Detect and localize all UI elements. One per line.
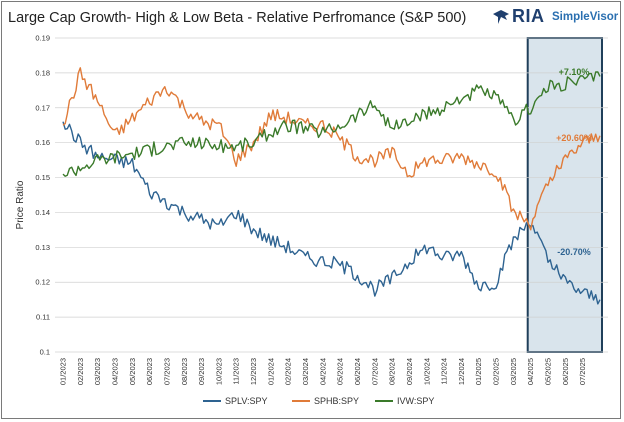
x-tick-label: 04/2025 [526, 358, 535, 385]
x-tick-label: 11/2024 [440, 358, 449, 385]
highlight-region [526, 37, 603, 353]
chart-title: Large Cap Growth- High & Low Beta - Rela… [8, 10, 467, 26]
y-tick-label: 0.17 [35, 103, 50, 112]
y-tick-label: 0.19 [35, 34, 50, 43]
y-axis-label: Price Ratio [15, 180, 26, 229]
legend-label: IVW:SPY [397, 396, 434, 406]
x-tick-label: 07/2025 [578, 358, 587, 385]
x-tick-label: 11/2023 [232, 358, 241, 385]
x-tick-label: 12/2023 [249, 358, 258, 385]
annotation-label: +20.60% [556, 133, 592, 143]
series-line-sphb-spy [62, 67, 601, 231]
x-tick-label: 03/2024 [301, 358, 310, 385]
legend-label: SPHB:SPY [314, 396, 359, 406]
x-tick-label: 01/2023 [59, 358, 68, 385]
x-tick-label: 06/2025 [561, 358, 570, 385]
y-tick-label: 0.15 [35, 173, 50, 182]
annotation-label: +7.10% [559, 67, 590, 77]
logo-product: SimpleVisor [552, 11, 619, 23]
y-tick-label: 0.16 [35, 138, 50, 147]
logo: RIA SimpleVisor [492, 6, 619, 29]
series-line-ivw-spy [62, 71, 601, 177]
series-line-splv-spy [62, 121, 601, 305]
x-tick-label: 01/2025 [474, 358, 483, 385]
x-tick-label: 02/2023 [76, 358, 85, 385]
x-tick-label: 08/2024 [388, 358, 397, 385]
x-tick-label: 05/2024 [336, 358, 345, 385]
y-tick-label: 0.1 [40, 348, 50, 357]
y-tick-label: 0.13 [35, 243, 50, 252]
y-tick-label: 0.14 [35, 208, 50, 217]
x-tick-label: 06/2023 [145, 358, 154, 385]
x-tick-label: 09/2024 [405, 358, 414, 385]
x-tick-label: 01/2024 [266, 358, 275, 385]
x-tick-label: 07/2024 [370, 358, 379, 385]
x-tick-label: 05/2023 [128, 358, 137, 385]
y-tick-label: 0.18 [35, 68, 50, 77]
x-tick-label: 07/2023 [162, 358, 171, 385]
annotation-label: -20.70% [557, 247, 591, 257]
y-tick-label: 0.11 [36, 313, 50, 322]
logo-brand: RIA [512, 6, 545, 26]
x-tick-label: 06/2024 [353, 358, 362, 385]
y-tick-label: 0.12 [35, 278, 50, 287]
eagle-logo-icon [493, 10, 509, 24]
x-tick-label: 10/2024 [422, 358, 431, 385]
x-tick-label: 04/2024 [318, 358, 327, 385]
x-tick-label: 08/2023 [180, 358, 189, 385]
x-tick-label: 10/2023 [214, 358, 223, 385]
x-tick-label: 04/2023 [110, 358, 119, 385]
x-tick-label: 12/2024 [457, 358, 466, 385]
x-tick-label: 02/2025 [492, 358, 501, 385]
legend-label: SPLV:SPY [225, 396, 268, 406]
x-tick-label: 09/2023 [197, 358, 206, 385]
x-tick-label: 03/2025 [509, 358, 518, 385]
x-tick-label: 02/2024 [284, 358, 293, 385]
x-tick-label: 03/2023 [93, 358, 102, 385]
x-tick-label: 05/2025 [544, 358, 553, 385]
